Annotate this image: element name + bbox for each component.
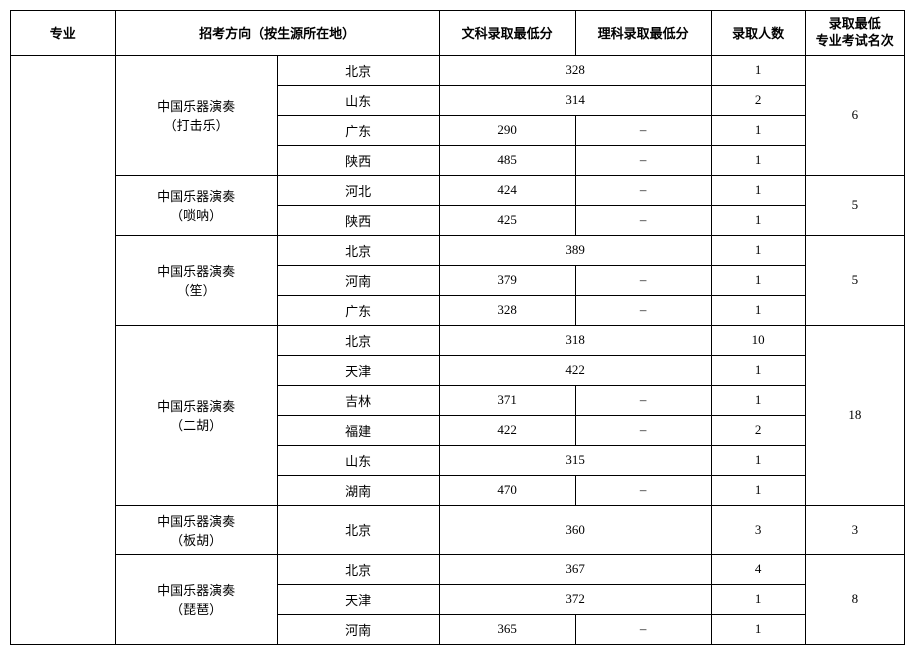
table-row: 中国乐器演奏（笙）北京38915 (11, 235, 905, 265)
table-header: 专业 招考方向（按生源所在地） 文科录取最低分 理科录取最低分 录取人数 录取最… (11, 11, 905, 56)
cell-admit-count: 1 (711, 295, 805, 325)
cell-admit-count: 2 (711, 85, 805, 115)
cell-science-min: – (575, 295, 711, 325)
cell-rank-min: 8 (805, 554, 904, 644)
cell-arts-min: 422 (439, 415, 575, 445)
hdr-rank-line1: 录取最低 (829, 16, 881, 31)
cell-province: 山东 (277, 85, 439, 115)
cell-admit-count: 1 (711, 145, 805, 175)
cell-science-min: – (575, 115, 711, 145)
cell-province: 吉林 (277, 385, 439, 415)
cell-admit-count: 1 (711, 584, 805, 614)
cell-admit-count: 1 (711, 475, 805, 505)
table-row: 中国乐器演奏（打击乐）北京32816 (11, 55, 905, 85)
cell-admit-count: 1 (711, 445, 805, 475)
cell-admit-count: 1 (711, 175, 805, 205)
cell-score-merged: 318 (439, 325, 711, 355)
cell-arts-min: 379 (439, 265, 575, 295)
cell-rank-min: 5 (805, 175, 904, 235)
cell-province: 北京 (277, 325, 439, 355)
hdr-science-min: 理科录取最低分 (575, 11, 711, 56)
cell-science-min: – (575, 475, 711, 505)
table-row: 中国乐器演奏（唢呐）河北424–15 (11, 175, 905, 205)
cell-science-min: – (575, 385, 711, 415)
cell-rank-min: 5 (805, 235, 904, 325)
cell-rank-min: 3 (805, 505, 904, 554)
cell-score-merged: 328 (439, 55, 711, 85)
cell-direction: 中国乐器演奏（打击乐） (115, 55, 277, 175)
cell-rank-min: 18 (805, 325, 904, 505)
cell-admit-count: 1 (711, 265, 805, 295)
hdr-direction: 招考方向（按生源所在地） (115, 11, 439, 56)
cell-score-merged: 314 (439, 85, 711, 115)
cell-arts-min: 328 (439, 295, 575, 325)
cell-science-min: – (575, 145, 711, 175)
table-row: 中国乐器演奏（板胡）北京36033 (11, 505, 905, 554)
cell-science-min: – (575, 415, 711, 445)
cell-arts-min: 290 (439, 115, 575, 145)
hdr-rank-line2: 专业考试名次 (816, 33, 894, 48)
cell-province: 陕西 (277, 205, 439, 235)
cell-admit-count: 1 (711, 115, 805, 145)
cell-province: 陕西 (277, 145, 439, 175)
cell-arts-min: 470 (439, 475, 575, 505)
cell-province: 天津 (277, 355, 439, 385)
cell-arts-min: 424 (439, 175, 575, 205)
cell-science-min: – (575, 205, 711, 235)
hdr-major: 专业 (11, 11, 116, 56)
cell-province: 天津 (277, 584, 439, 614)
cell-science-min: – (575, 265, 711, 295)
cell-arts-min: 365 (439, 614, 575, 644)
cell-admit-count: 1 (711, 385, 805, 415)
hdr-admit-count: 录取人数 (711, 11, 805, 56)
admission-table: 专业 招考方向（按生源所在地） 文科录取最低分 理科录取最低分 录取人数 录取最… (10, 10, 905, 645)
cell-province: 河南 (277, 614, 439, 644)
cell-province: 河南 (277, 265, 439, 295)
header-row: 专业 招考方向（按生源所在地） 文科录取最低分 理科录取最低分 录取人数 录取最… (11, 11, 905, 56)
cell-score-merged: 372 (439, 584, 711, 614)
cell-province: 广东 (277, 115, 439, 145)
cell-score-merged: 315 (439, 445, 711, 475)
cell-science-min: – (575, 175, 711, 205)
cell-arts-min: 425 (439, 205, 575, 235)
cell-direction: 中国乐器演奏（笙） (115, 235, 277, 325)
cell-admit-count: 1 (711, 614, 805, 644)
cell-admit-count: 1 (711, 235, 805, 265)
cell-science-min: – (575, 614, 711, 644)
cell-arts-min: 485 (439, 145, 575, 175)
cell-province: 北京 (277, 554, 439, 584)
cell-score-merged: 360 (439, 505, 711, 554)
cell-direction: 中国乐器演奏（二胡） (115, 325, 277, 505)
cell-direction: 中国乐器演奏（板胡） (115, 505, 277, 554)
cell-direction: 中国乐器演奏（琵琶） (115, 554, 277, 644)
cell-province: 福建 (277, 415, 439, 445)
cell-province: 山东 (277, 445, 439, 475)
cell-province: 北京 (277, 505, 439, 554)
cell-admit-count: 1 (711, 205, 805, 235)
cell-admit-count: 4 (711, 554, 805, 584)
hdr-arts-min: 文科录取最低分 (439, 11, 575, 56)
cell-admit-count: 2 (711, 415, 805, 445)
hdr-rank-min: 录取最低 专业考试名次 (805, 11, 904, 56)
cell-province: 湖南 (277, 475, 439, 505)
cell-major (11, 55, 116, 644)
cell-score-merged: 389 (439, 235, 711, 265)
cell-province: 河北 (277, 175, 439, 205)
cell-direction: 中国乐器演奏（唢呐） (115, 175, 277, 235)
cell-rank-min: 6 (805, 55, 904, 175)
cell-score-merged: 422 (439, 355, 711, 385)
cell-admit-count: 1 (711, 355, 805, 385)
cell-arts-min: 371 (439, 385, 575, 415)
cell-province: 北京 (277, 55, 439, 85)
cell-admit-count: 3 (711, 505, 805, 554)
cell-admit-count: 10 (711, 325, 805, 355)
cell-province: 广东 (277, 295, 439, 325)
table-row: 中国乐器演奏（二胡）北京3181018 (11, 325, 905, 355)
cell-admit-count: 1 (711, 55, 805, 85)
table-body: 中国乐器演奏（打击乐）北京32816山东3142广东290–1陕西485–1中国… (11, 55, 905, 644)
cell-score-merged: 367 (439, 554, 711, 584)
cell-province: 北京 (277, 235, 439, 265)
table-row: 中国乐器演奏（琵琶）北京36748 (11, 554, 905, 584)
